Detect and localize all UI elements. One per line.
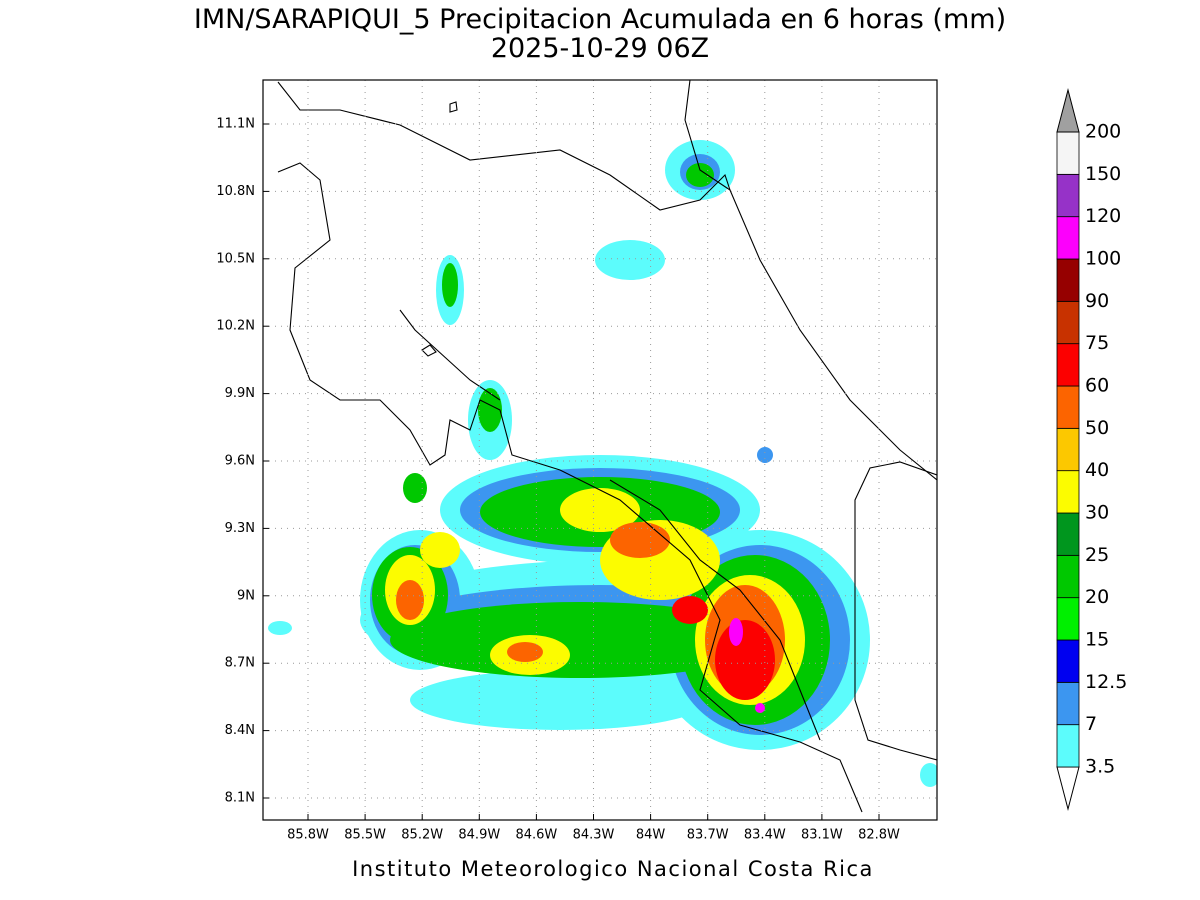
colorbar-label: 15 [1085, 629, 1109, 651]
lon-tick-label: 83.1W [801, 828, 843, 843]
lat-tick-label: 9.3N [225, 521, 255, 536]
colorbar-box [1056, 385, 1080, 429]
colorbar-box [1056, 173, 1080, 218]
colorbar-box [1056, 512, 1080, 556]
colorbar-box [1056, 554, 1080, 599]
lat-tick-label: 8.7N [225, 656, 255, 671]
colorbar-box [1056, 681, 1080, 726]
colorbar-box [1056, 427, 1080, 472]
lat-tick-label: 10.2N [216, 319, 255, 334]
colorbar-label: 60 [1085, 375, 1109, 397]
colorbar-box [1056, 300, 1080, 345]
colorbar-label: 50 [1085, 417, 1109, 439]
colorbar-label: 120 [1085, 205, 1121, 227]
colorbar-label: 30 [1085, 502, 1109, 524]
colorbar-label: 25 [1085, 544, 1109, 566]
lon-tick-label: 84.9W [458, 828, 500, 843]
colorbar-label: 12.5 [1085, 671, 1127, 693]
axis-ticks: 11.1N 10.8N 10.5N 10.2N 9.9N 9.6N 9.3N 9N 8.7N 8.… [216, 117, 900, 843]
lon-tick-label: 83.7W [687, 828, 729, 843]
lat-tick-label: 8.1N [225, 791, 255, 806]
lat-tick-label: 11.1N [216, 117, 255, 132]
colorbar-box [1056, 216, 1080, 260]
colorbar-box [1056, 724, 1080, 768]
lon-tick-label: 84W [636, 828, 666, 843]
title: IMN/SARAPIQUI_5 Precipitacion Acumulada … [194, 4, 1006, 35]
lat-tick-label: 9.6N [225, 454, 255, 469]
lon-tick-label: 84.6W [515, 828, 557, 843]
colorbar-under [1056, 766, 1080, 811]
colorbar-label: 3.5 [1085, 756, 1115, 778]
map-frame [262, 79, 938, 821]
lat-tick-label: 10.5N [216, 251, 255, 266]
lon-tick-label: 84.3W [573, 828, 615, 843]
lat-tick-label: 10.8N [216, 184, 255, 199]
lon-tick-label: 85.5W [344, 828, 386, 843]
colorbar-label: 100 [1085, 248, 1121, 270]
colorbar-label: 200 [1085, 121, 1121, 143]
grid [263, 80, 937, 820]
colorbar-box [1056, 597, 1080, 641]
precip-field [268, 140, 937, 787]
lat-tick-label: 9N [237, 588, 255, 603]
colorbar-box [1056, 343, 1080, 387]
colorbar: 3.5 7 12.5 15 20 25 30 40 50 60 75 90 100 120 150 200 [1056, 88, 1127, 811]
colorbar-box [1056, 131, 1080, 175]
coastline [277, 80, 937, 813]
colorbar-label: 150 [1085, 163, 1121, 185]
colorbar-box [1056, 470, 1080, 514]
colorbar-over [1056, 88, 1080, 133]
lat-tick-label: 9.9N [225, 386, 255, 401]
footer: Instituto Meteorologico Nacional Costa R… [352, 857, 874, 881]
lon-tick-label: 82.8W [858, 828, 900, 843]
colorbar-label: 90 [1085, 290, 1109, 312]
colorbar-label: 20 [1085, 586, 1109, 608]
lon-tick-label: 85.8W [287, 828, 329, 843]
colorbar-box [1056, 639, 1080, 683]
colorbar-label: 7 [1085, 713, 1097, 735]
subtitle: 2025-10-29 06Z [491, 33, 709, 64]
lon-tick-label: 85.2W [401, 828, 443, 843]
lon-tick-label: 83.4W [744, 828, 786, 843]
colorbar-box [1056, 258, 1080, 302]
lat-tick-label: 8.4N [225, 723, 255, 738]
colorbar-label: 40 [1085, 459, 1109, 481]
colorbar-label: 75 [1085, 332, 1109, 354]
